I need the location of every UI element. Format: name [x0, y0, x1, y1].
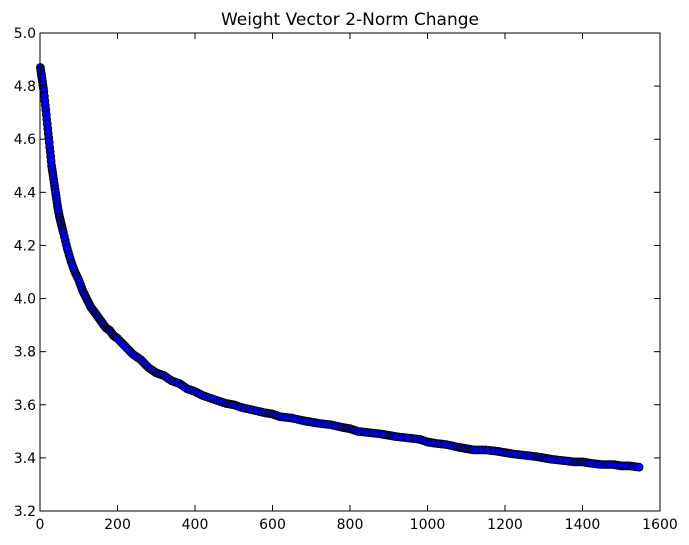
- y-tick-label: 4.4: [14, 185, 36, 201]
- x-tick-label: 200: [104, 517, 131, 533]
- y-tick-label: 3.4: [14, 451, 36, 467]
- y-tick-label: 3.2: [14, 504, 36, 520]
- x-tick-label: 800: [337, 517, 364, 533]
- x-tick-label: 0: [36, 517, 45, 533]
- x-tick-label: 1000: [410, 517, 446, 533]
- x-tick-label: 1400: [565, 517, 601, 533]
- chart-title: Weight Vector 2-Norm Change: [221, 10, 479, 30]
- y-tick-label: 3.8: [14, 345, 36, 361]
- y-tick-label: 3.6: [14, 398, 36, 414]
- x-tick-label: 1600: [642, 517, 678, 533]
- y-tick-label: 4.2: [14, 238, 36, 254]
- y-tick-label: 4.8: [14, 79, 36, 95]
- plot-frame: [39, 32, 661, 512]
- points-layer: [35, 63, 644, 472]
- x-tick-label: 1200: [487, 517, 523, 533]
- y-tick-label: 4.6: [14, 132, 36, 148]
- y-tick-label: 5.0: [14, 26, 36, 42]
- y-tick-label: 4.0: [14, 292, 36, 308]
- x-tick-label: 600: [259, 517, 286, 533]
- data-point: [634, 462, 644, 472]
- ticks-layer: 0 200 400 600 800 1000 1200 1400 1600 3.2 3.4 3.6 3.…: [14, 26, 678, 533]
- x-tick-label: 400: [182, 517, 209, 533]
